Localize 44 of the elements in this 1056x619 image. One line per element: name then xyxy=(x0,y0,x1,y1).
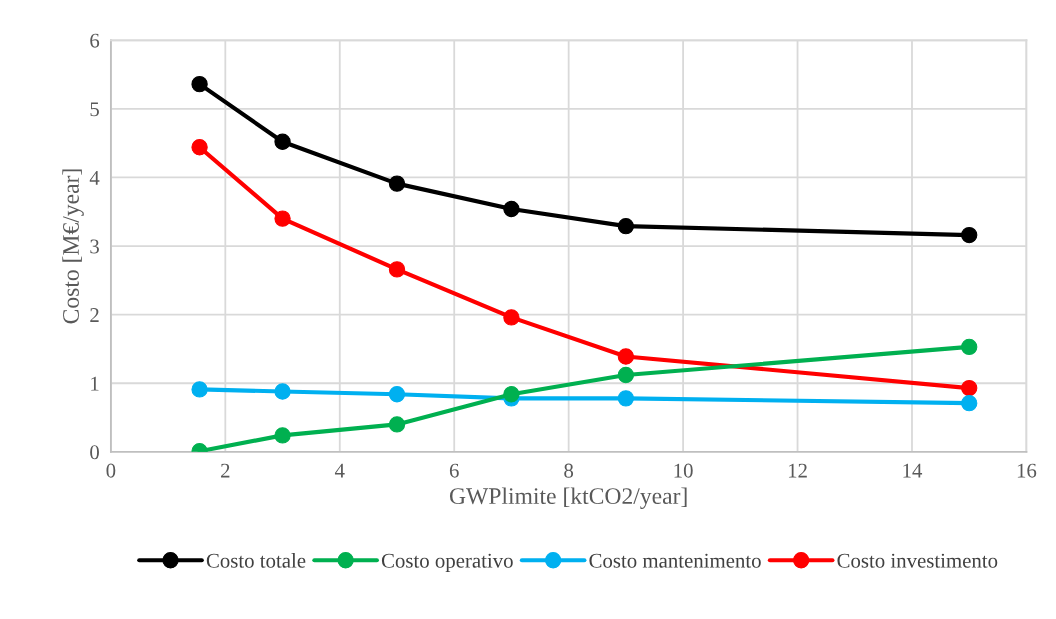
point xyxy=(388,175,406,192)
x-tick-label: 16 xyxy=(1017,463,1037,478)
y-tick-label: 6 xyxy=(90,33,100,48)
point xyxy=(961,395,978,412)
x-tick-label: 10 xyxy=(674,463,693,478)
x-tick-label: 8 xyxy=(564,463,574,478)
legend-label: Costo totale xyxy=(206,553,306,568)
x-tick-label: 12 xyxy=(788,463,807,478)
point xyxy=(274,427,291,444)
point xyxy=(191,139,208,156)
legend-label: Costo mantenimento xyxy=(589,553,761,568)
point xyxy=(961,338,978,356)
x-tick-label: 6 xyxy=(449,463,459,478)
legend-label: Costo investimento xyxy=(837,553,998,568)
point xyxy=(274,210,291,227)
point xyxy=(617,366,635,384)
point xyxy=(503,386,520,403)
legend-label: Costo operativo xyxy=(381,553,513,572)
y-tick-label: 3 xyxy=(90,239,99,254)
point xyxy=(961,226,978,244)
point xyxy=(191,75,208,93)
point xyxy=(503,309,520,326)
y-tick-label: 0 xyxy=(90,445,99,460)
point xyxy=(388,386,406,403)
y-tick-label: 2 xyxy=(90,308,99,322)
y-tick-label: 4 xyxy=(89,170,100,185)
point xyxy=(617,390,635,407)
point xyxy=(191,381,208,398)
point xyxy=(274,133,291,150)
point xyxy=(617,218,635,235)
point xyxy=(274,383,291,400)
point xyxy=(503,200,520,218)
x-tick-label: 0 xyxy=(106,463,116,478)
point xyxy=(388,416,406,433)
x-tick-label: 2 xyxy=(221,463,230,478)
x-axis-title: GWPlimite [ktCO2/year] xyxy=(449,487,687,509)
y-axis-title: Costo [M€/year] xyxy=(62,169,84,324)
y-tick-label: 5 xyxy=(90,102,99,117)
x-tick-label: 14 xyxy=(903,463,923,478)
point xyxy=(617,348,635,365)
y-tick-label: 1 xyxy=(91,376,99,391)
x-tick-label: 4 xyxy=(334,463,345,478)
point xyxy=(961,379,978,397)
point xyxy=(388,261,406,278)
